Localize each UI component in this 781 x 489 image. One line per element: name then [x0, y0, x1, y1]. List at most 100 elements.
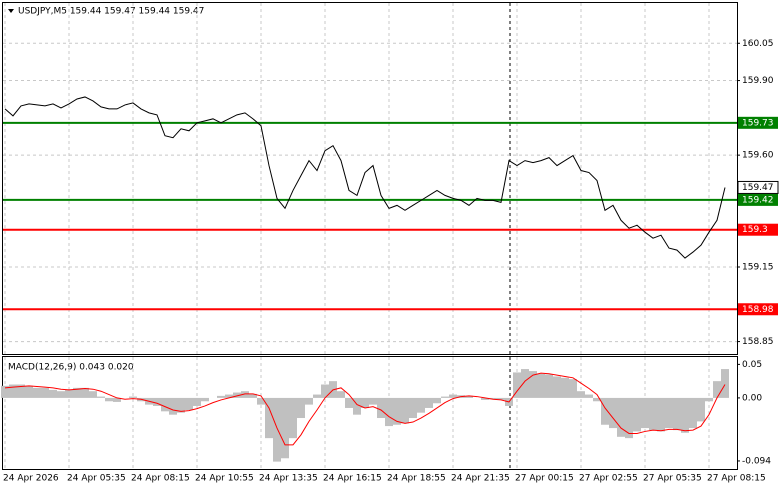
x-tick-label: 27 Apr 02:55 [579, 474, 638, 484]
x-tick-label: 24 Apr 16:15 [323, 474, 382, 484]
macd-bar [577, 391, 585, 398]
macd-bar [153, 397, 161, 406]
x-tick-label: 24 Apr 13:35 [259, 474, 318, 484]
macd-bar [273, 397, 281, 462]
macd-bar [481, 397, 489, 400]
x-tick-label: 24 Apr 05:35 [67, 474, 126, 484]
x-tick-label: 27 Apr 08:15 [707, 474, 766, 484]
macd-bar [569, 379, 577, 398]
level-label: 159.3 [742, 225, 768, 235]
price-label-box [737, 180, 779, 194]
macd-bar [89, 391, 97, 398]
chart-title: USDJPY,M5 159.44 159.47 159.44 159.47 [18, 7, 204, 17]
x-tick-label: 24 Apr 21:35 [451, 474, 510, 484]
macd-bar [609, 397, 617, 429]
macd-bar [1, 385, 9, 398]
macd-bar [593, 397, 601, 402]
macd-bar [585, 394, 593, 398]
macd-bar [705, 397, 713, 402]
macd-bar [57, 391, 65, 398]
macd-bar [257, 397, 265, 405]
macd-bar [193, 397, 201, 406]
level-label-box [738, 303, 778, 316]
macd-bar [617, 397, 625, 437]
macd-bar [297, 397, 305, 419]
macd-bar [185, 397, 193, 410]
macd-bar [393, 397, 401, 425]
macd-bar [25, 385, 33, 398]
level-label-box [738, 116, 778, 129]
macd-bar [553, 376, 561, 398]
macd-bar [625, 397, 633, 439]
macd-bar [33, 387, 41, 398]
price-line [4, 96, 726, 259]
x-tick-label: 27 Apr 00:15 [515, 474, 574, 484]
y-tick-label: 159.90 [742, 76, 774, 86]
macd-bar [361, 397, 369, 408]
level-label: 159.42 [742, 195, 774, 205]
y-tick-label: 159.60 [742, 151, 774, 161]
macd-bar [681, 397, 689, 433]
macd-bar [73, 387, 81, 398]
macd-bar [241, 391, 249, 398]
macd-bar [665, 397, 673, 429]
macd-bar [409, 397, 417, 419]
macd-bar [713, 381, 721, 398]
macd-bar [161, 397, 169, 412]
macd-bar [649, 397, 657, 431]
macd-bar [201, 397, 209, 402]
level-label: 158.98 [742, 305, 774, 315]
macd-bar [657, 397, 665, 432]
macd-bar [97, 396, 105, 398]
macd-bar [721, 369, 729, 398]
macd-bar [337, 391, 345, 398]
macd-bar [401, 397, 409, 424]
macd-bar [673, 397, 681, 431]
price-label: 159.47 [742, 183, 774, 193]
macd-bar [289, 397, 297, 439]
level-label-box [738, 193, 778, 206]
macd-bar [9, 384, 17, 398]
y-tick-label: 0.05 [742, 360, 762, 370]
macd-bar [81, 387, 89, 398]
level-label-box [738, 223, 778, 236]
price-panel [2, 2, 738, 355]
x-tick-label: 24 Apr 18:55 [387, 474, 446, 484]
signal-line [4, 372, 726, 446]
macd-bar [433, 397, 441, 404]
macd-bar [545, 374, 553, 398]
x-tick-label: 24 Apr 10:55 [195, 474, 254, 484]
macd-bar [313, 394, 321, 398]
macd-bar [225, 394, 233, 398]
x-tick-label: 24 Apr 2026 [3, 474, 59, 484]
macd-bar [129, 396, 137, 398]
macd-bar [529, 371, 537, 398]
macd-bar [521, 369, 529, 398]
x-tick-label: 24 Apr 08:15 [131, 474, 190, 484]
y-tick-label: 160.05 [742, 39, 774, 49]
macd-bar [345, 397, 353, 408]
macd-bar [369, 397, 377, 405]
macd-bar [513, 372, 521, 398]
macd-bar [633, 397, 641, 432]
level-label: 159.73 [742, 118, 774, 128]
macd-bar [305, 397, 313, 405]
macd-bar [265, 397, 273, 439]
macd-bar [489, 397, 497, 400]
macd-bar [697, 397, 705, 422]
macd-bar [281, 397, 289, 459]
macd-bar [689, 397, 697, 429]
macd-bar [377, 397, 385, 419]
macd-bar [177, 397, 185, 413]
macd-bar [49, 389, 57, 398]
y-tick-label: 0.00 [742, 393, 762, 403]
macd-bar [105, 397, 113, 402]
macd-bar [233, 392, 241, 398]
macd-bar [385, 397, 393, 427]
x-tick-label: 27 Apr 05:35 [643, 474, 702, 484]
macd-panel [2, 356, 738, 470]
macd-bar [113, 397, 121, 402]
macd-bar [17, 384, 25, 398]
macd-bar [169, 397, 177, 415]
